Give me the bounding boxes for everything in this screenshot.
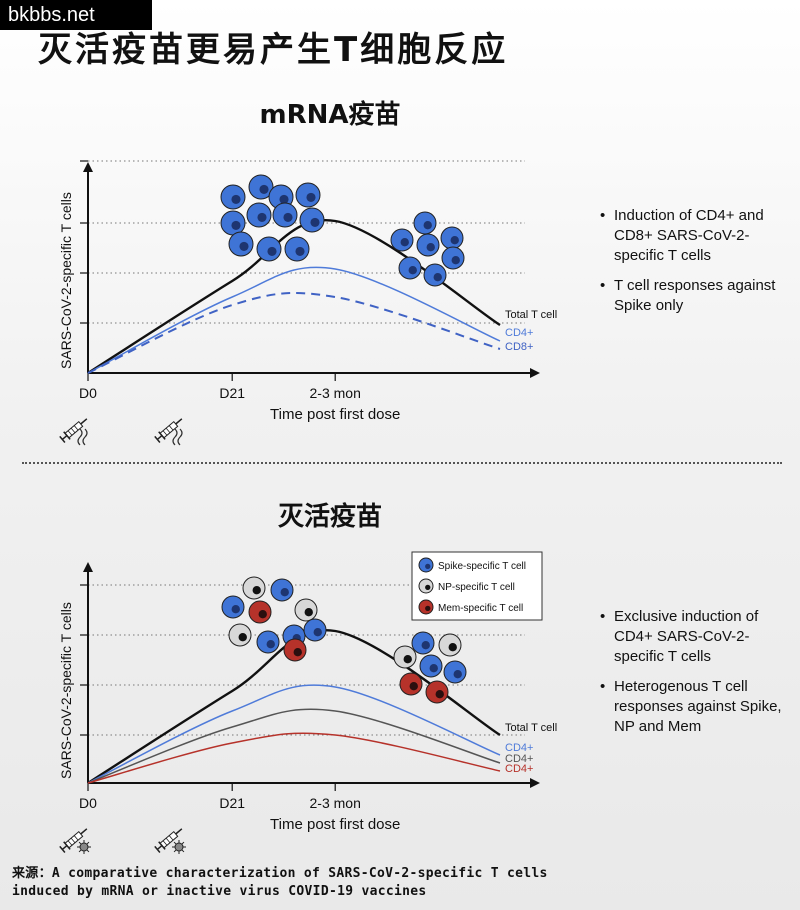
series-label: CD4+ — [505, 753, 533, 765]
spike-t-cell-icon — [220, 210, 246, 236]
series-label: CD8+ — [505, 341, 533, 353]
series-line — [87, 684, 501, 784]
inactivated-note-2: Heterogenous T cell responses against Sp… — [600, 677, 795, 737]
y-axis-arrow — [83, 562, 93, 572]
page-title: 灭活疫苗更易产生T细胞反应 — [38, 30, 509, 70]
mrna-note-2: T cell responses against Spike only — [600, 276, 795, 316]
mem-t-cell-icon — [399, 672, 423, 696]
spike-t-cell-icon — [248, 174, 274, 200]
mem-t-cell-icon — [425, 680, 449, 704]
np-t-cell-icon — [294, 598, 318, 622]
spike-t-cell-icon — [228, 231, 254, 257]
x-tick-label: D0 — [79, 795, 97, 811]
np-t-cell-icon — [418, 578, 434, 594]
virus-icon — [77, 840, 91, 854]
spike-t-cell-icon — [419, 654, 443, 678]
spike-t-cell-icon — [221, 595, 245, 619]
series-label: CD4+ — [505, 763, 533, 775]
inactivated-chart: D0 D21 2-3 mon Time post first dose SARS-CoV… — [58, 551, 557, 854]
spike-t-cell-icon — [440, 226, 464, 250]
syringe-icon — [59, 828, 88, 853]
spike-t-cell-icon — [272, 202, 298, 228]
spike-t-cell-icon — [443, 660, 467, 684]
x-tick-label: 2-3 mon — [310, 385, 361, 401]
series-label: CD4+ — [505, 742, 533, 754]
series-line — [87, 291, 501, 374]
syringe-icon — [154, 828, 183, 853]
spike-t-cell-icon — [256, 630, 280, 654]
series-label: Total T cell — [505, 309, 557, 321]
x-tick-label: D21 — [219, 385, 245, 401]
virus-icon — [172, 840, 186, 854]
x-axis-label: Time post first dose — [270, 406, 400, 423]
spike-t-cell-icon — [220, 184, 246, 210]
legend-label: NP-specific T cell — [438, 582, 515, 593]
chart-title-mrna: mRNA疫苗 — [259, 100, 401, 130]
np-t-cell-icon — [393, 645, 417, 669]
mrna-chart: D0 D21 2-3 mon Time post first dose SARS-CoV… — [58, 160, 557, 446]
mem-t-cell-icon — [418, 599, 434, 615]
spike-t-cell-icon — [270, 578, 294, 602]
x-axis-arrow — [530, 778, 540, 788]
y-axis-arrow — [83, 162, 93, 172]
legend-label: Spike-specific T cell — [438, 561, 526, 572]
mem-t-cell-icon — [283, 638, 307, 662]
section-divider — [22, 462, 782, 464]
y-axis-label: SARS-CoV-2-specific T cells — [58, 602, 74, 779]
source-line-2: induced by mRNA or inactive virus COVID-… — [12, 884, 427, 899]
series-line — [87, 708, 501, 784]
spike-t-cell-icon — [390, 228, 414, 252]
np-t-cell-icon — [242, 576, 266, 600]
y-axis-label: SARS-CoV-2-specific T cells — [58, 192, 74, 369]
spike-t-cell-icon — [423, 263, 447, 287]
spike-t-cell-icon — [295, 182, 321, 208]
x-tick-label: 2-3 mon — [310, 795, 361, 811]
np-t-cell-icon — [228, 623, 252, 647]
syringe-icon — [59, 418, 88, 443]
spike-t-cell-icon — [411, 631, 435, 655]
inactivated-notes: Exclusive induction of CD4+ SARS-CoV-2-s… — [600, 607, 795, 747]
inactivated-note-1: Exclusive induction of CD4+ SARS-CoV-2-s… — [600, 607, 795, 667]
np-t-cell-icon — [438, 633, 462, 657]
legend-label: Mem-specific T cell — [438, 603, 523, 614]
spike-t-cell-icon — [413, 211, 437, 235]
syringe-icon — [154, 418, 183, 443]
spike-t-cell-icon — [256, 236, 282, 262]
spike-t-cell-icon — [398, 256, 422, 280]
spike-t-cell-icon — [246, 202, 272, 228]
spike-t-cell-icon — [303, 618, 327, 642]
wave-icon — [172, 428, 183, 446]
wave-icon — [77, 428, 88, 446]
series-label: CD4+ — [505, 327, 533, 339]
series-line — [87, 266, 501, 374]
source-line-1: 来源：A comparative characterization of SAR… — [12, 866, 548, 881]
series-line — [87, 732, 501, 784]
mem-t-cell-icon — [248, 600, 272, 624]
watermark: bkbbs.net — [0, 0, 152, 30]
x-tick-label: D0 — [79, 385, 97, 401]
source-citation: 来源：A comparative characterization of SAR… — [12, 865, 792, 901]
spike-t-cell-icon — [284, 236, 310, 262]
mrna-note-1: Induction of CD4+ and CD8+ SARS-CoV-2-sp… — [600, 206, 795, 266]
series-label: Total T cell — [505, 722, 557, 734]
x-axis-label: Time post first dose — [270, 816, 400, 833]
mrna-notes: Induction of CD4+ and CD8+ SARS-CoV-2-sp… — [600, 206, 795, 326]
spike-t-cell-icon — [416, 233, 440, 257]
spike-t-cell-icon — [299, 207, 325, 233]
chart-title-inactivated: 灭活疫苗 — [277, 502, 382, 532]
x-axis-arrow — [530, 368, 540, 378]
x-tick-label: D21 — [219, 795, 245, 811]
spike-t-cell-icon — [418, 557, 434, 573]
legend-box — [411, 551, 543, 621]
spike-t-cell-icon — [441, 246, 465, 270]
